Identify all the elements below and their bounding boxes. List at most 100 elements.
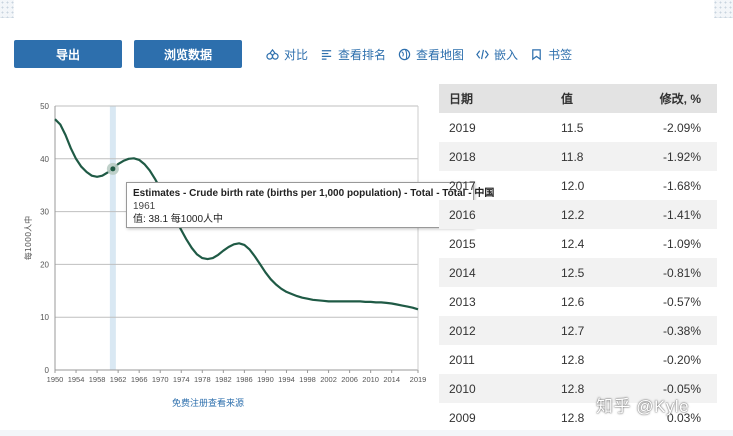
x-tick-label: 1982	[215, 375, 232, 384]
x-tick-label: 1998	[299, 375, 316, 384]
cell-date: 2013	[449, 294, 476, 309]
table-row: 2012 12.7 -0.38%	[439, 316, 717, 345]
table-row: 2019 11.5 -2.09%	[439, 113, 717, 142]
data-table: 日期 值 修改, % 2019 11.5 -2.09% 2018 11.8 -1.92% 2…	[439, 84, 717, 432]
chart-svg: 0 10 20 30 40 50 1950 1954 1958 1962 1966 1970 1974 1…	[23, 102, 427, 384]
table-row: 2015 12.4 -1.09%	[439, 229, 717, 258]
x-tick-label: 2014	[383, 375, 400, 384]
cell-change: -1.41%	[662, 207, 701, 222]
x-tick-label: 1958	[89, 375, 106, 384]
dot-pattern	[713, 0, 733, 18]
cell-date: 2009	[449, 410, 476, 425]
table-row: 2013 12.6 -0.57%	[439, 287, 717, 316]
x-tick-label: 1970	[152, 375, 169, 384]
header-change[interactable]: 修改, %	[659, 92, 701, 106]
x-tick-label: 2019	[410, 375, 427, 384]
x-tick-label: 1950	[47, 375, 64, 384]
cell-change: -0.38%	[662, 323, 701, 338]
cell-value: 12.4	[561, 236, 585, 251]
rank-tool[interactable]: 查看排名	[320, 46, 386, 63]
header-date[interactable]: 日期	[449, 92, 474, 106]
cell-change: -2.09%	[662, 120, 701, 135]
cell-change: -0.57%	[662, 294, 701, 309]
cell-change: -1.09%	[662, 236, 701, 251]
cell-date: 2010	[449, 381, 476, 396]
tooltip-value: 值: 38.1 每1000人中	[133, 214, 224, 225]
header-value[interactable]: 值	[561, 92, 574, 106]
cell-change: 0.03%	[666, 410, 701, 425]
cell-value: 12.8	[561, 410, 585, 425]
cell-value: 12.5	[561, 265, 585, 280]
bottom-strip	[0, 430, 733, 436]
cell-date: 2018	[449, 149, 476, 164]
code-icon	[476, 49, 489, 59]
y-tick-label: 0	[45, 366, 50, 375]
table-row: 2010 12.8 -0.05%	[439, 374, 717, 403]
top-strip	[0, 0, 733, 18]
y-tick-label: 20	[40, 260, 49, 269]
bookmark-icon	[532, 48, 541, 60]
x-tick-label: 1954	[68, 375, 85, 384]
cell-change: -0.05%	[662, 381, 701, 396]
table-row: 2014 12.5 -0.81%	[439, 258, 717, 287]
cell-change: -0.81%	[662, 265, 701, 280]
cell-change: -1.68%	[662, 178, 701, 193]
list-icon	[321, 49, 332, 60]
y-tick-label: 30	[40, 208, 49, 217]
source-link[interactable]: 免费注册查看来源	[172, 398, 245, 408]
x-tick-label: 1966	[131, 375, 148, 384]
cell-value: 12.2	[561, 207, 585, 222]
cell-date: 2017	[449, 178, 476, 193]
cell-change: -1.92%	[662, 149, 701, 164]
table-row: 2018 11.8 -1.92%	[439, 142, 717, 171]
embed-label: 嵌入	[494, 47, 519, 62]
table-row: 2011 12.8 -0.20%	[439, 345, 717, 374]
x-tick-label: 1986	[236, 375, 253, 384]
x-tick-label: 2010	[362, 375, 379, 384]
tooltip-year: 1961	[133, 201, 156, 212]
table-body: 2019 11.5 -2.09% 2018 11.8 -1.92% 2017 12.0 -1.6…	[439, 113, 717, 432]
browse-data-button[interactable]: 浏览数据	[134, 40, 242, 68]
x-tick-label: 1974	[173, 375, 190, 384]
cell-date: 2014	[449, 265, 476, 280]
x-tick-label: 1994	[278, 375, 295, 384]
chart: 0 10 20 30 40 50 1950 1954 1958 1962 1966 1970 1974 1…	[22, 96, 432, 416]
export-button[interactable]: 导出	[14, 40, 122, 68]
y-tick-label: 50	[40, 102, 49, 111]
cell-value: 12.8	[561, 352, 585, 367]
bookmark-label: 书签	[548, 47, 573, 62]
x-tick-label: 2006	[341, 375, 358, 384]
map-tool[interactable]: 查看地图	[398, 46, 464, 63]
rank-label: 查看排名	[338, 47, 387, 62]
compare-icon	[266, 48, 279, 60]
x-tick-label: 2002	[320, 375, 337, 384]
toolbar: 导出 浏览数据 对比 查看排名 查看地图 嵌入 书签	[14, 40, 572, 68]
x-tick-label: 1990	[257, 375, 274, 384]
table-row: 2016 12.2 -1.41%	[439, 200, 717, 229]
bookmark-tool[interactable]: 书签	[530, 46, 572, 63]
compare-label: 对比	[284, 47, 309, 62]
x-tick-label: 1978	[194, 375, 211, 384]
cell-date: 2012	[449, 323, 476, 338]
cell-value: 12.0	[561, 178, 585, 193]
y-tick-label: 40	[40, 155, 49, 164]
watermark: 知乎 @Kyle	[596, 397, 690, 416]
cell-date: 2011	[449, 352, 475, 367]
globe-icon	[398, 48, 411, 60]
dot-pattern-left	[0, 0, 14, 18]
cell-value: 12.7	[561, 323, 585, 338]
y-axis-label: 每1000人中	[23, 216, 33, 260]
hover-point	[110, 166, 116, 172]
x-tick-label: 1962	[110, 375, 127, 384]
top-card	[14, 0, 714, 18]
embed-tool[interactable]: 嵌入	[476, 46, 518, 63]
cell-date: 2016	[449, 207, 476, 222]
cell-value: 12.8	[561, 381, 585, 396]
y-tick-label: 10	[40, 313, 49, 322]
cell-value: 11.8	[561, 149, 584, 164]
table-row: 2009 12.8 0.03%	[439, 403, 717, 432]
hover-band	[109, 106, 116, 370]
tooltip-title: Estimates - Crude birth rate (births per…	[133, 188, 495, 199]
cell-value: 12.6	[561, 294, 585, 309]
compare-tool[interactable]: 对比	[266, 46, 308, 63]
